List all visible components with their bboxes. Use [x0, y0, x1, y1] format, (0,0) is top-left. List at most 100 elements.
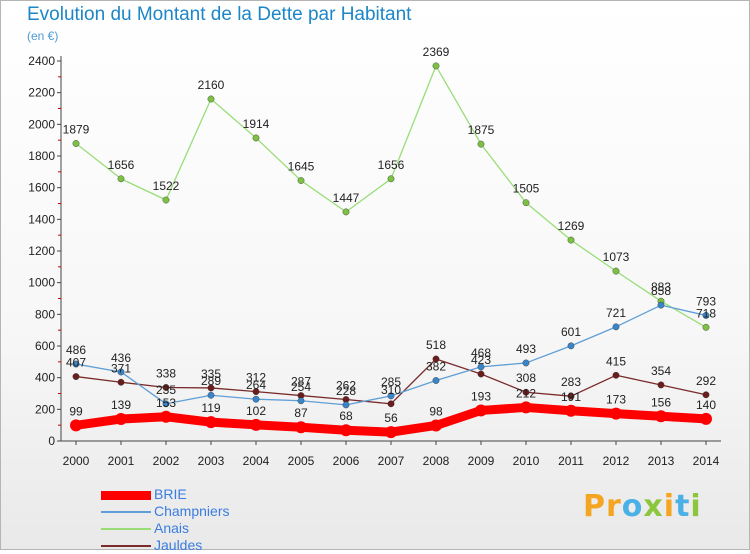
data-point-anais [342, 208, 350, 216]
data-point-brie [565, 404, 577, 417]
x-tick-label: 2013 [648, 454, 675, 468]
y-tick-label: 800 [35, 307, 55, 321]
data-point-champniers [567, 342, 575, 350]
data-point-brie [115, 412, 127, 425]
x-tick-label: 2009 [468, 454, 495, 468]
data-label-champniers: 468 [471, 346, 491, 360]
data-point-brie [475, 404, 487, 417]
data-point-jauldes [477, 370, 485, 378]
data-point-champniers [432, 377, 440, 384]
y-tick-label: 2200 [28, 86, 55, 100]
data-label-anais: 2160 [198, 78, 225, 92]
data-point-anais [117, 175, 125, 183]
data-label-anais: 1656 [378, 158, 405, 172]
x-tick-label: 2000 [63, 454, 90, 468]
data-point-brie [205, 416, 217, 429]
legend-label: Jauldes [154, 537, 203, 553]
x-tick-label: 2010 [513, 454, 540, 468]
x-tick-label: 2001 [108, 454, 135, 468]
x-tick-label: 2004 [243, 454, 270, 468]
data-label-champniers: 264 [246, 378, 266, 392]
data-point-champniers [72, 360, 80, 368]
y-tick-label: 2000 [28, 117, 55, 131]
y-tick-label: 400 [35, 371, 55, 385]
data-label-brie: 102 [246, 404, 266, 418]
data-point-anais [612, 267, 620, 275]
data-label-brie: 173 [606, 393, 626, 407]
data-label-brie: 153 [156, 396, 176, 410]
data-point-brie [295, 421, 307, 434]
y-tick-label: 0 [48, 434, 55, 448]
data-point-anais [477, 140, 485, 148]
data-point-brie [430, 419, 442, 432]
data-point-jauldes [522, 388, 530, 396]
data-point-brie [520, 401, 532, 414]
data-point-anais [72, 140, 80, 147]
data-point-brie [655, 410, 667, 423]
data-label-anais: 1879 [63, 122, 90, 136]
data-label-jauldes: 338 [156, 366, 176, 380]
data-point-brie [700, 412, 712, 425]
x-tick-label: 2005 [288, 454, 315, 468]
data-point-champniers [207, 391, 215, 399]
data-point-champniers [162, 400, 170, 408]
data-point-jauldes [387, 400, 395, 408]
data-label-champniers: 254 [291, 380, 311, 394]
data-point-anais [252, 134, 260, 142]
data-label-anais: 1875 [468, 123, 495, 137]
data-label-champniers: 285 [381, 375, 401, 389]
data-point-brie [610, 407, 622, 420]
data-point-champniers [657, 301, 665, 309]
x-tick-label: 2012 [603, 454, 630, 468]
data-point-jauldes [567, 392, 575, 400]
data-label-anais: 1914 [243, 117, 270, 131]
data-point-jauldes [252, 388, 260, 395]
data-label-champniers: 289 [201, 374, 221, 388]
data-label-brie: 140 [696, 398, 716, 412]
data-point-champniers [477, 363, 485, 371]
x-tick-label: 2014 [693, 454, 720, 468]
x-tick-label: 2002 [153, 454, 180, 468]
data-label-brie: 99 [69, 404, 83, 418]
data-label-brie: 156 [651, 395, 671, 409]
data-point-champniers [702, 312, 710, 319]
data-label-champniers: 436 [111, 351, 131, 365]
data-label-anais: 1645 [288, 160, 315, 174]
data-point-champniers [342, 401, 350, 409]
data-point-anais [432, 62, 440, 70]
legend-swatch [101, 511, 151, 513]
data-label-brie: 56 [384, 411, 398, 425]
data-label-brie: 119 [201, 401, 220, 415]
y-tick-label: 1400 [28, 212, 55, 226]
data-label-champniers: 493 [516, 342, 536, 356]
data-label-anais: 1269 [558, 219, 585, 233]
data-point-jauldes [432, 355, 440, 363]
legend-swatch [101, 528, 151, 530]
data-label-champniers: 601 [561, 325, 581, 339]
data-point-brie [70, 419, 82, 432]
x-tick-label: 2006 [333, 454, 360, 468]
data-label-brie: 193 [471, 389, 491, 403]
data-point-jauldes [162, 384, 170, 391]
data-point-anais [702, 323, 710, 331]
data-point-anais [567, 236, 575, 244]
data-label-jauldes: 354 [651, 364, 671, 378]
data-point-jauldes [612, 371, 620, 379]
y-tick-label: 1800 [28, 149, 55, 163]
legend-label: Anais [154, 520, 190, 536]
data-point-anais [207, 95, 215, 103]
chart-unit: (en €) [27, 29, 59, 43]
data-label-anais: 1522 [153, 179, 180, 193]
x-tick-label: 2007 [378, 454, 405, 468]
data-label-jauldes: 262 [336, 379, 356, 393]
y-tick-label: 1200 [28, 244, 55, 258]
data-label-anais: 1447 [333, 191, 360, 205]
data-label-anais: 1073 [603, 250, 630, 264]
series-line-anais [75, 65, 707, 328]
data-label-brie: 87 [294, 406, 308, 420]
data-label-anais: 1656 [108, 158, 135, 172]
data-label-brie: 98 [429, 404, 443, 418]
data-point-jauldes [657, 381, 665, 389]
